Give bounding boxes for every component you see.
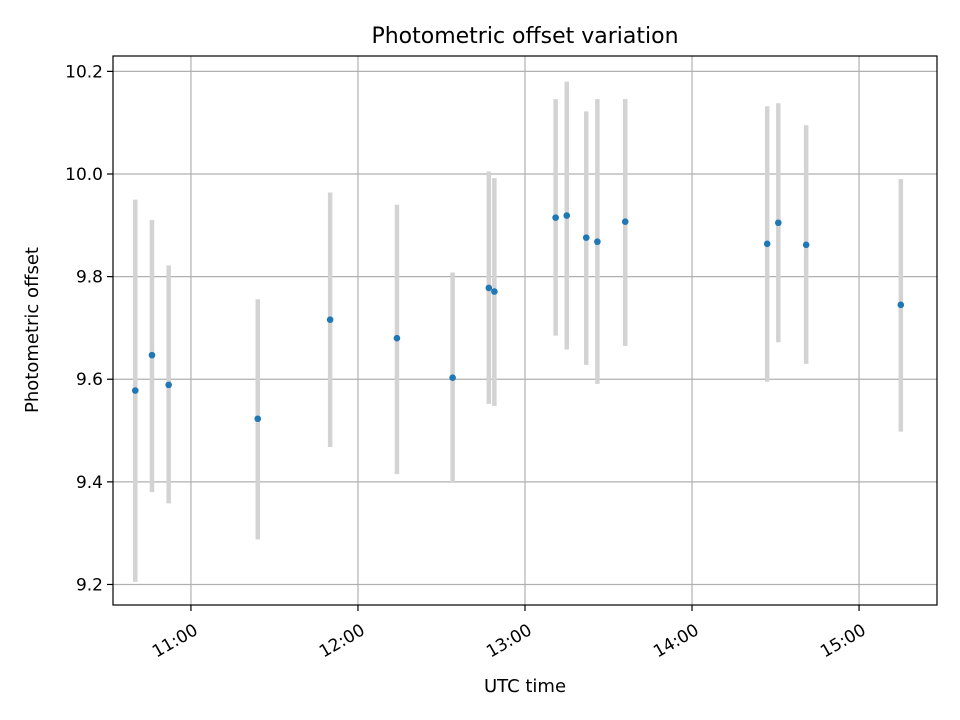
data-points xyxy=(131,212,905,423)
y-tick-label: 9.2 xyxy=(76,575,103,595)
chart-title: Photometric offset variation xyxy=(371,24,678,49)
y-tick-label: 10.2 xyxy=(65,62,103,82)
data-point xyxy=(775,219,782,227)
data-point xyxy=(485,284,493,292)
data-point xyxy=(563,212,571,219)
data-point xyxy=(897,301,905,309)
data-point xyxy=(763,240,771,248)
y-tick-label: 9.6 xyxy=(76,370,103,390)
y-axis-label: Photometric offset xyxy=(22,247,43,413)
data-point xyxy=(621,218,629,226)
data-point xyxy=(254,415,262,423)
data-point xyxy=(393,334,401,342)
data-point xyxy=(165,381,172,389)
y-tick-label: 10.0 xyxy=(65,165,103,185)
y-tick-label: 9.4 xyxy=(76,473,103,493)
data-point xyxy=(594,238,601,246)
data-point xyxy=(131,387,139,394)
y-axis-ticks: 9.2 9.4 9.6 9.8 10.0 10.2 xyxy=(65,62,113,595)
data-point xyxy=(582,234,590,241)
grid-lines xyxy=(113,56,937,605)
data-point xyxy=(552,214,559,221)
y-tick-label: 9.8 xyxy=(76,268,103,288)
x-axis-label: UTC time xyxy=(484,676,566,697)
data-point xyxy=(326,316,334,324)
data-point xyxy=(449,374,456,382)
data-point xyxy=(148,351,156,359)
data-point xyxy=(802,241,810,249)
data-point xyxy=(491,288,498,295)
